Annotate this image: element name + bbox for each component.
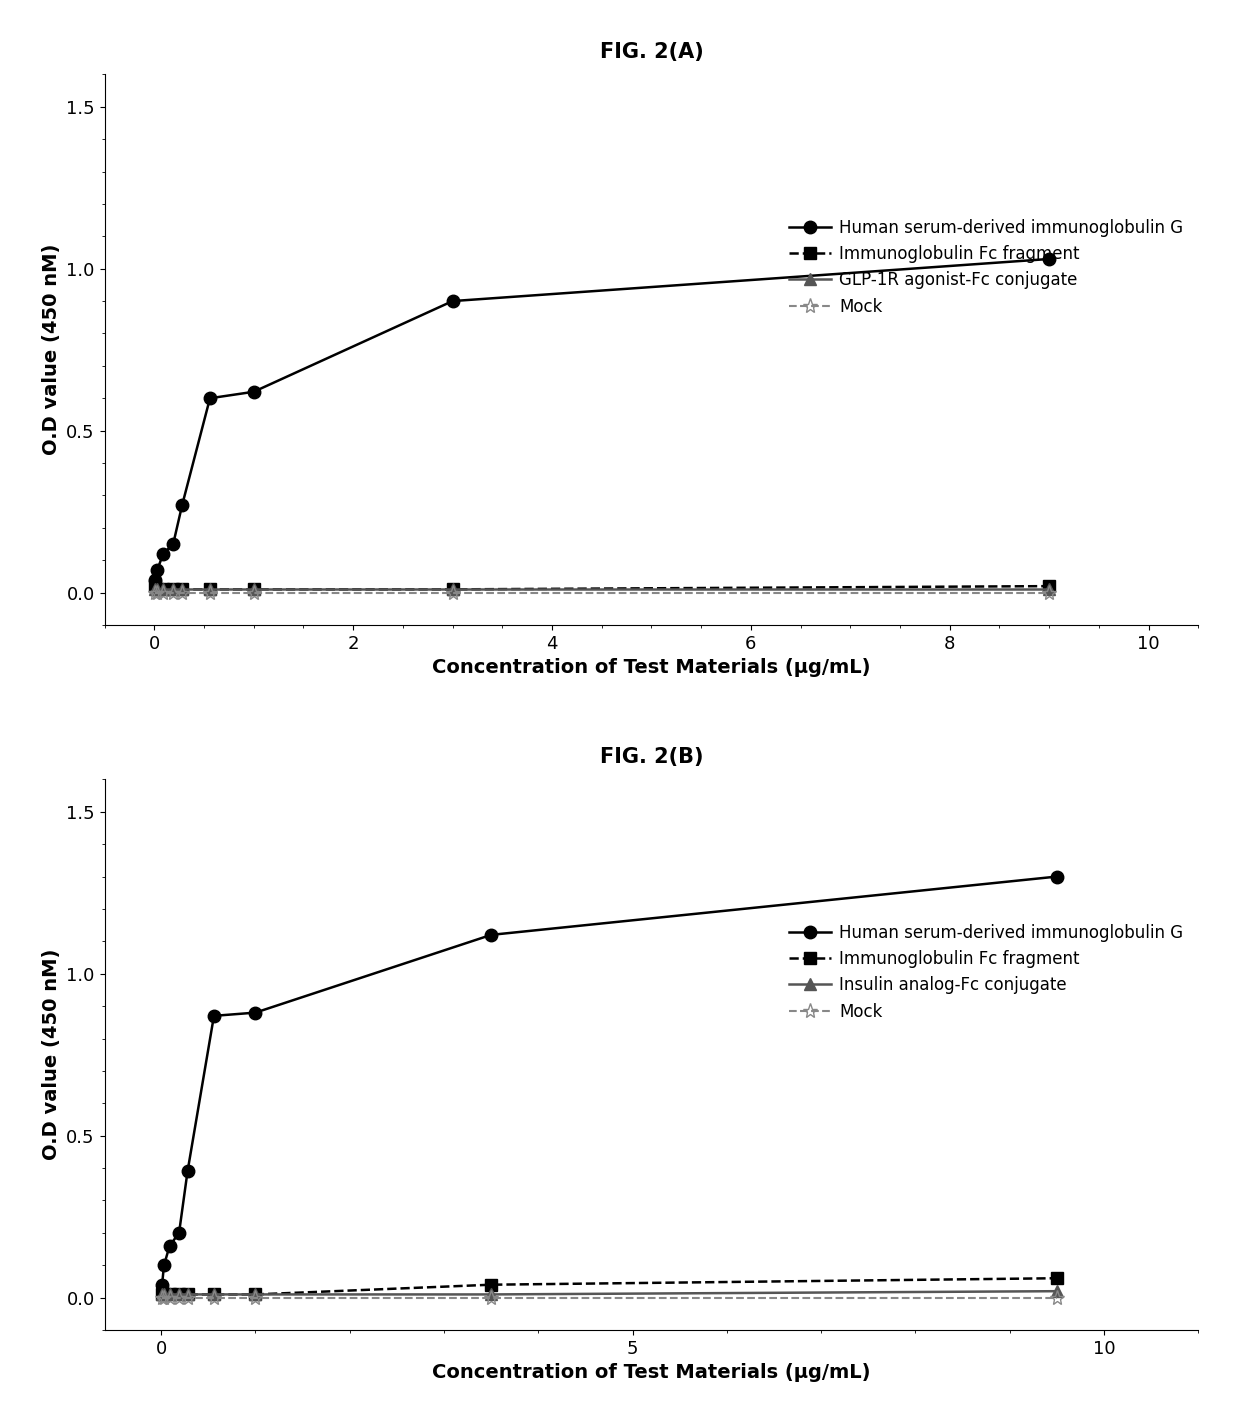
Line: Human serum-derived immunoglobulin G: Human serum-derived immunoglobulin G (156, 870, 1063, 1292)
Human serum-derived immunoglobulin G (156, 545, 171, 562)
Mock (166, 584, 181, 601)
Mock (445, 584, 460, 601)
Insulin analog-Fc conjugate (156, 1286, 171, 1303)
GLP-1R agonist-Fc conjugate (166, 581, 181, 598)
GLP-1R agonist-Fc conjugate (156, 581, 171, 598)
Immunoglobulin Fc fragment (166, 581, 181, 598)
Immunoglobulin Fc fragment (171, 1286, 186, 1303)
Immunoglobulin Fc fragment (155, 1286, 170, 1303)
GLP-1R agonist-Fc conjugate (1042, 581, 1056, 598)
Mock (1049, 1289, 1064, 1306)
Mock (484, 1289, 498, 1306)
Human serum-derived immunoglobulin G (202, 390, 217, 407)
Line: Immunoglobulin Fc fragment: Immunoglobulin Fc fragment (156, 1272, 1063, 1300)
Line: GLP-1R agonist-Fc conjugate: GLP-1R agonist-Fc conjugate (149, 582, 1055, 595)
Mock (1042, 584, 1056, 601)
Human serum-derived immunoglobulin G (156, 1257, 171, 1274)
Human serum-derived immunoglobulin G (180, 1163, 195, 1180)
Insulin analog-Fc conjugate (162, 1286, 177, 1303)
GLP-1R agonist-Fc conjugate (202, 581, 217, 598)
Mock (162, 1289, 177, 1306)
Y-axis label: O.D value (450 nM): O.D value (450 nM) (42, 948, 61, 1161)
Insulin analog-Fc conjugate (180, 1286, 195, 1303)
Mock (156, 1289, 171, 1306)
Immunoglobulin Fc fragment (202, 581, 217, 598)
Insulin analog-Fc conjugate (207, 1286, 222, 1303)
Immunoglobulin Fc fragment (1049, 1270, 1064, 1287)
GLP-1R agonist-Fc conjugate (150, 581, 165, 598)
Mock (171, 1289, 186, 1306)
X-axis label: Concentration of Test Materials (μg/mL): Concentration of Test Materials (μg/mL) (433, 1363, 870, 1383)
Mock (155, 1289, 170, 1306)
Line: Immunoglobulin Fc fragment: Immunoglobulin Fc fragment (149, 580, 1055, 595)
Mock (175, 584, 190, 601)
Human serum-derived immunoglobulin G (166, 535, 181, 553)
Human serum-derived immunoglobulin G (247, 383, 262, 400)
Immunoglobulin Fc fragment (247, 581, 262, 598)
Legend: Human serum-derived immunoglobulin G, Immunoglobulin Fc fragment, GLP-1R agonist: Human serum-derived immunoglobulin G, Im… (782, 212, 1190, 322)
Mock (156, 584, 171, 601)
Human serum-derived immunoglobulin G (150, 561, 165, 578)
Human serum-derived immunoglobulin G (207, 1007, 222, 1024)
Insulin analog-Fc conjugate (1049, 1283, 1064, 1300)
Immunoglobulin Fc fragment (248, 1286, 263, 1303)
Immunoglobulin Fc fragment (162, 1286, 177, 1303)
Mock (202, 584, 217, 601)
Immunoglobulin Fc fragment (175, 581, 190, 598)
Line: Mock: Mock (155, 1290, 1064, 1306)
Insulin analog-Fc conjugate (248, 1286, 263, 1303)
Mock (148, 584, 162, 601)
GLP-1R agonist-Fc conjugate (445, 581, 460, 598)
Immunoglobulin Fc fragment (156, 581, 171, 598)
Immunoglobulin Fc fragment (156, 1286, 171, 1303)
Human serum-derived immunoglobulin G (445, 292, 460, 309)
Line: Insulin analog-Fc conjugate: Insulin analog-Fc conjugate (156, 1284, 1063, 1300)
Title: FIG. 2(A): FIG. 2(A) (600, 41, 703, 61)
Line: Human serum-derived immunoglobulin G: Human serum-derived immunoglobulin G (149, 252, 1055, 585)
Immunoglobulin Fc fragment (148, 578, 162, 595)
GLP-1R agonist-Fc conjugate (175, 581, 190, 598)
Insulin analog-Fc conjugate (155, 1286, 170, 1303)
Mock (247, 584, 262, 601)
Y-axis label: O.D value (450 nM): O.D value (450 nM) (42, 244, 61, 456)
Immunoglobulin Fc fragment (484, 1276, 498, 1293)
Mock (180, 1289, 195, 1306)
Immunoglobulin Fc fragment (180, 1286, 195, 1303)
Insulin analog-Fc conjugate (171, 1286, 186, 1303)
Human serum-derived immunoglobulin G (162, 1237, 177, 1255)
Human serum-derived immunoglobulin G (148, 571, 162, 588)
Insulin analog-Fc conjugate (484, 1286, 498, 1303)
Human serum-derived immunoglobulin G (248, 1004, 263, 1021)
Human serum-derived immunoglobulin G (175, 497, 190, 514)
Human serum-derived immunoglobulin G (155, 1276, 170, 1293)
Immunoglobulin Fc fragment (1042, 578, 1056, 595)
Human serum-derived immunoglobulin G (1042, 251, 1056, 268)
Human serum-derived immunoglobulin G (1049, 869, 1064, 886)
Human serum-derived immunoglobulin G (171, 1225, 186, 1242)
Mock (207, 1289, 222, 1306)
Legend: Human serum-derived immunoglobulin G, Immunoglobulin Fc fragment, Insulin analog: Human serum-derived immunoglobulin G, Im… (782, 917, 1190, 1027)
Title: FIG. 2(B): FIG. 2(B) (600, 746, 703, 766)
GLP-1R agonist-Fc conjugate (247, 581, 262, 598)
X-axis label: Concentration of Test Materials (μg/mL): Concentration of Test Materials (μg/mL) (433, 658, 870, 678)
Immunoglobulin Fc fragment (150, 581, 165, 598)
Immunoglobulin Fc fragment (207, 1286, 222, 1303)
Line: Mock: Mock (148, 585, 1056, 601)
GLP-1R agonist-Fc conjugate (148, 581, 162, 598)
Mock (248, 1289, 263, 1306)
Mock (150, 584, 165, 601)
Immunoglobulin Fc fragment (445, 581, 460, 598)
Human serum-derived immunoglobulin G (484, 927, 498, 944)
